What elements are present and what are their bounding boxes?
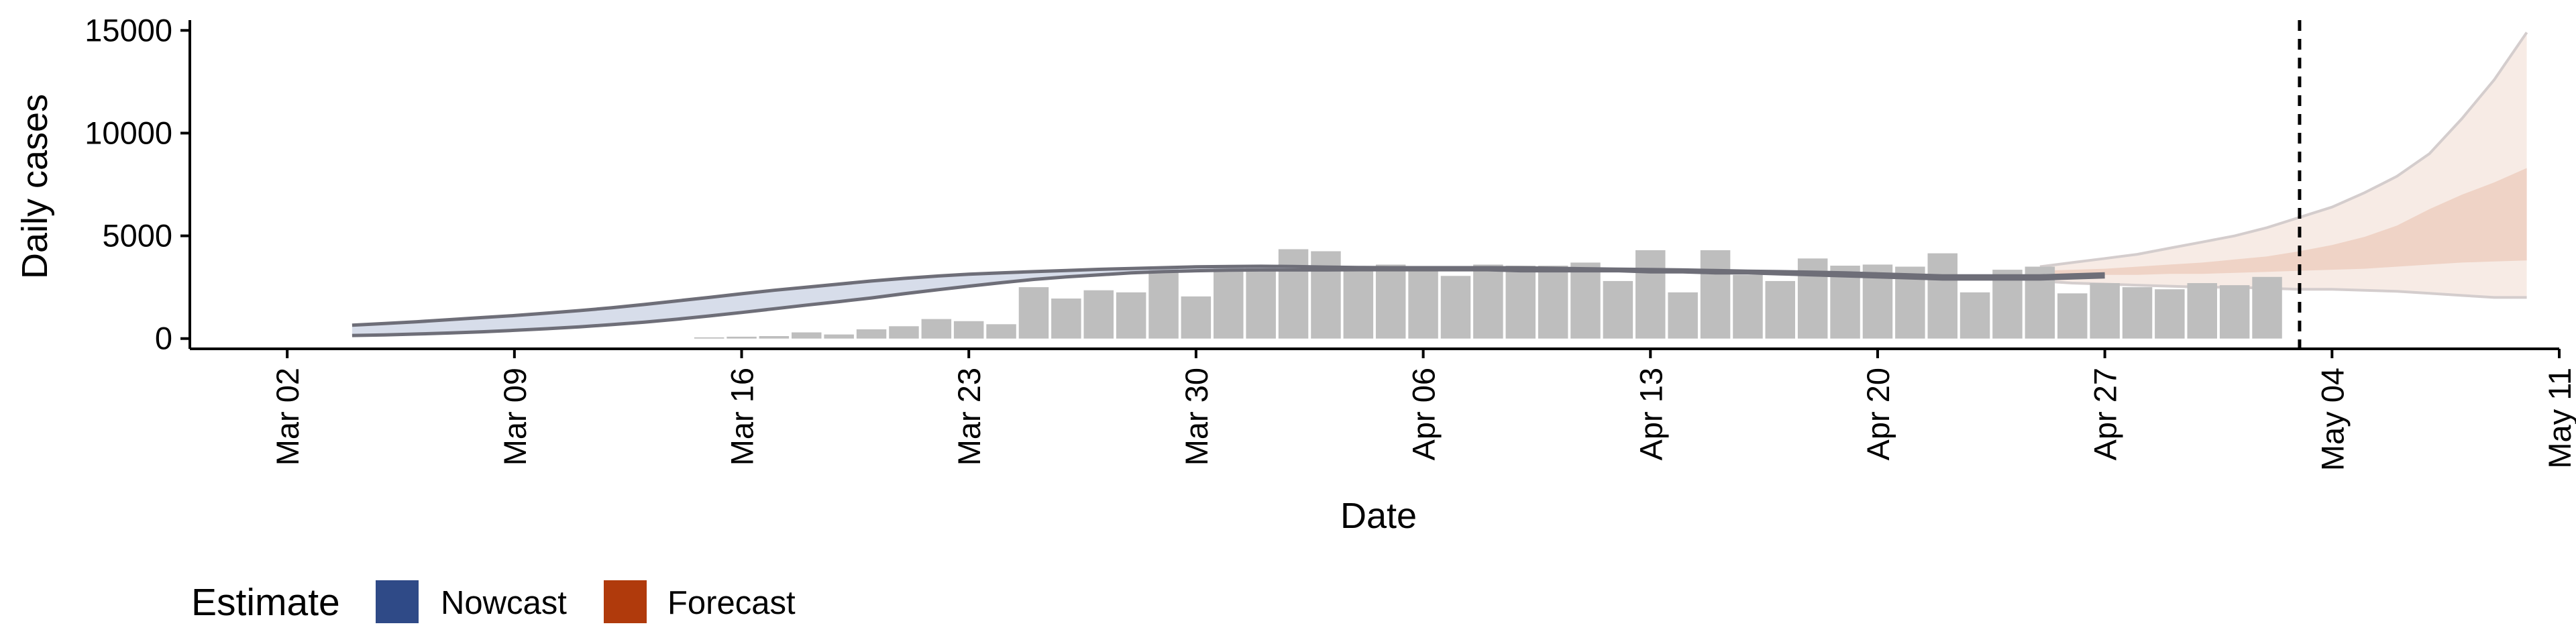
nowcast-bands (352, 264, 2105, 337)
forecast-inner-band (2039, 168, 2527, 277)
bar (1538, 266, 1568, 339)
x-tick-label: Apr 13 (1633, 368, 1668, 460)
y-tick-label: 0 (155, 321, 172, 356)
bar (694, 337, 724, 339)
bar (856, 329, 887, 339)
bar (2090, 283, 2120, 339)
bar (2122, 287, 2153, 339)
x-tick-label: Mar 23 (951, 368, 987, 466)
bar (1018, 287, 1049, 339)
bar (1505, 266, 1536, 339)
bar (1148, 268, 1179, 339)
nowcast-upper-line (352, 264, 2105, 327)
bar (2252, 276, 2282, 339)
bar (1343, 268, 1374, 339)
bar (824, 334, 854, 339)
bar (1181, 296, 1212, 339)
bar (1700, 250, 1731, 339)
legend-swatch-forecast (604, 580, 647, 623)
legend-title: Estimate (191, 581, 340, 624)
bar (1960, 292, 1990, 339)
x-tick-label: Mar 02 (270, 368, 305, 466)
axes: 0 5000 10000 15000 Mar 02 Mar 09 Mar 16 Mar 23 M… (85, 12, 2576, 471)
forecast-lower-line (2039, 279, 2527, 299)
bar (1668, 292, 1698, 339)
bar (1083, 290, 1114, 339)
bar (1440, 276, 1471, 339)
bar (1278, 249, 1309, 339)
bar (1408, 268, 1438, 339)
x-axis-title: Date (1340, 496, 1417, 536)
x-tick-label: Apr 20 (1860, 368, 1896, 460)
bars (694, 249, 2282, 339)
x-tick-label: Apr 27 (2088, 368, 2123, 460)
x-tick-label: Mar 30 (1179, 368, 1214, 466)
bar (792, 332, 822, 339)
y-axis-title: Daily cases (15, 94, 55, 279)
bar (1214, 266, 1244, 339)
legend-label-forecast: Forecast (667, 585, 796, 621)
bar (759, 336, 790, 339)
bar (986, 324, 1016, 339)
x-tick-label: May 04 (2314, 368, 2350, 471)
x-tick-label: Mar 09 (497, 368, 533, 466)
bar (1246, 266, 1276, 339)
bar (1635, 250, 1666, 339)
bar (1116, 292, 1146, 339)
forecast-bands (2039, 32, 2528, 299)
bar (2057, 293, 2088, 339)
legend: Estimate Nowcast Forecast (191, 580, 796, 624)
bar (1473, 264, 1503, 339)
bar (1733, 274, 1763, 339)
bar (953, 321, 984, 339)
nowcast-lower-line (352, 268, 2105, 337)
bar (1992, 270, 2023, 339)
bar (889, 326, 919, 339)
bar (1765, 280, 1795, 339)
bar (727, 336, 757, 339)
y-tick-label: 10000 (85, 115, 172, 150)
bar (1570, 262, 1601, 339)
x-tick-label: Mar 16 (724, 368, 760, 466)
bar (1051, 299, 1081, 339)
bar (1927, 253, 1957, 339)
y-tick-label: 5000 (102, 218, 172, 254)
bar (1603, 280, 1633, 339)
x-tick-label: Apr 06 (1406, 368, 1442, 460)
legend-label-nowcast: Nowcast (441, 585, 567, 621)
legend-swatch-nowcast (376, 580, 419, 623)
bar (1375, 264, 1406, 339)
bar (2155, 289, 2185, 339)
y-tick-label: 15000 (85, 12, 172, 48)
bar (921, 319, 952, 339)
x-tick-label: May 11 (2542, 368, 2576, 469)
bar (1311, 251, 1341, 339)
bar (2219, 285, 2250, 339)
forecast-upper-line (2039, 32, 2528, 268)
bar (2187, 283, 2217, 339)
